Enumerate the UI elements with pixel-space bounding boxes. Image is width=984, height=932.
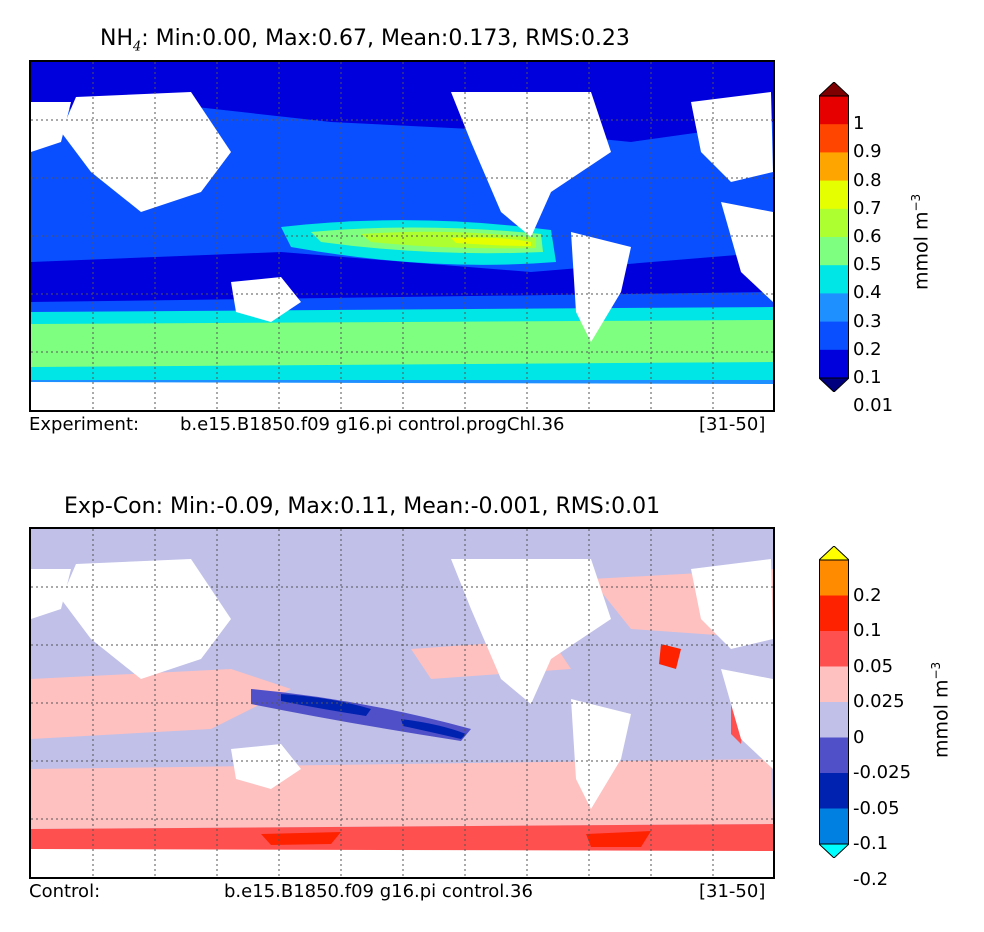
colorbar-segment (819, 237, 849, 266)
colorbar-tick-label: 0.6 (853, 226, 882, 247)
colorbar-tick-label: -0.05 (853, 797, 900, 819)
colorbar-tick-label: 0.2 (853, 338, 882, 360)
experiment-caption-run: b.e15.B1850.f09 g16.pi control.progChl.3… (180, 414, 565, 435)
colorbar-tick-label: 0.2 (853, 584, 882, 606)
colorbar-segment (819, 631, 849, 667)
colorbar-tick-label: 0.3 (853, 310, 882, 332)
colorbar-tick-label: 0.5 (853, 254, 882, 276)
difference-colorbar-unit: mmol m−3 (929, 662, 952, 758)
colorbar-tick-label: -0.2 (853, 868, 889, 890)
colorbar-segment (819, 560, 849, 596)
unit-exponent: −3 (929, 661, 943, 680)
colorbar-segment (819, 96, 849, 125)
unit-exponent: −3 (909, 193, 923, 212)
colorbar-tick-label: 0.1 (853, 367, 882, 388)
colorbar-segment (819, 666, 849, 703)
colorbar-tick-label: 0.9 (853, 141, 882, 163)
control-caption-label: Control: (29, 881, 101, 902)
difference-colorbar (817, 545, 851, 859)
colorbar-tick-label: 0.7 (853, 197, 882, 219)
colorbar-segment (819, 265, 849, 294)
experiment-colorbar-unit: mmol m−3 (909, 194, 932, 290)
panel2-title: Exp-Con: Min:-0.09, Max:0.11, Mean:-0.00… (64, 494, 661, 519)
colorbar-1-graphic (817, 81, 851, 393)
colorbar-tick-label: 0.025 (853, 691, 905, 712)
unit-text: mmol m (930, 679, 953, 758)
experiment-caption-label: Experiment: (29, 414, 140, 435)
experiment-map (29, 60, 775, 412)
colorbar-segment (819, 737, 849, 774)
colorbar-2-graphic (817, 545, 851, 859)
colorbar-segment (819, 702, 849, 738)
title-stats: : Min:0.00, Max:0.67, Mean:0.173, RMS:0.… (141, 26, 630, 51)
colorbar-tick-label: 0.05 (853, 655, 894, 677)
colorbar-tick-label: 0.01 (853, 395, 894, 417)
colorbar-segment (819, 180, 849, 210)
experiment-caption-years: [31-50] (699, 414, 766, 435)
colorbar-tick-label: 0.1 (853, 620, 882, 641)
colorbar-segment (819, 124, 849, 153)
colorbar-segment (819, 349, 849, 379)
colorbar-top-extension (817, 81, 851, 97)
colorbar-segment (819, 773, 849, 809)
colorbar-tick-label: 1 (853, 113, 865, 135)
colorbar-segment (819, 808, 849, 845)
colorbar-tick-label: 0 (853, 726, 865, 748)
colorbar-tick-label: 0.4 (853, 282, 882, 304)
colorbar-tick-label: 0.8 (853, 169, 882, 191)
experiment-colorbar (817, 81, 851, 393)
colorbar-segment (819, 208, 849, 238)
colorbar-segment (819, 152, 849, 182)
title-subscript: 4 (133, 39, 142, 55)
title-species: NH (100, 26, 133, 51)
colorbar-segment (819, 321, 849, 351)
control-caption-years: [31-50] (699, 881, 766, 902)
colorbar-bottom-extension (817, 843, 851, 859)
control-caption-run: b.e15.B1850.f09 g16.pi control.36 (224, 881, 533, 902)
colorbar-bottom-extension (817, 377, 851, 393)
colorbar-tick-label: -0.1 (853, 833, 889, 854)
difference-map (29, 527, 775, 879)
unit-text: mmol m (910, 211, 933, 290)
panel1-title: NH4: Min:0.00, Max:0.67, Mean:0.173, RMS… (100, 26, 630, 54)
colorbar-segment (819, 595, 849, 632)
colorbar-tick-label: -0.025 (853, 762, 912, 783)
colorbar-top-extension (817, 545, 851, 561)
colorbar-segment (819, 293, 849, 323)
